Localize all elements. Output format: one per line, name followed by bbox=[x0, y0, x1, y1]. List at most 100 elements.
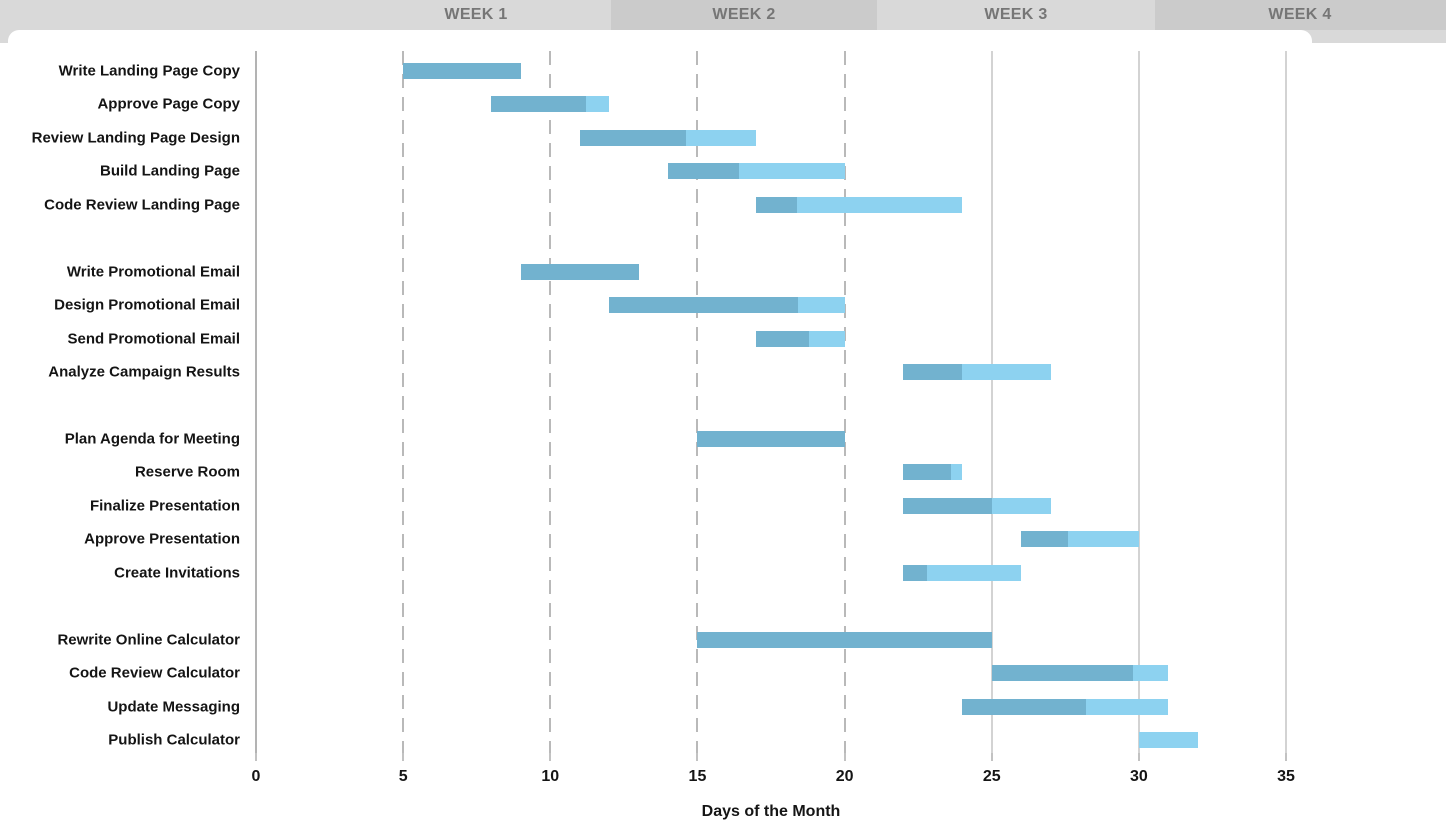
axis-tick-label-20: 20 bbox=[835, 768, 854, 785]
task-bar bbox=[609, 297, 845, 314]
bar-complete-segment bbox=[403, 63, 521, 79]
bar-remaining-segment bbox=[585, 96, 610, 113]
task-label: Approve Presentation bbox=[84, 530, 240, 548]
task-label: Code Review Calculator bbox=[69, 664, 240, 682]
axis-tick-label-0: 0 bbox=[251, 768, 261, 785]
gridline-day-30 bbox=[1137, 51, 1140, 753]
gridline-day-20 bbox=[843, 51, 846, 753]
bar-remaining-segment bbox=[797, 297, 845, 314]
task-label: Write Landing Page Copy bbox=[58, 62, 240, 80]
task-bar bbox=[903, 564, 1022, 581]
axis-tick-label-5: 5 bbox=[398, 768, 408, 785]
axis-tick-label-30: 30 bbox=[1129, 768, 1148, 785]
week-band-2 bbox=[611, 0, 877, 30]
bar-remaining-segment bbox=[950, 464, 963, 481]
bar-remaining-segment bbox=[738, 163, 845, 180]
task-bar bbox=[1138, 732, 1198, 748]
task-bar bbox=[756, 196, 963, 213]
bar-complete-segment bbox=[668, 163, 739, 180]
bar-complete-segment bbox=[756, 330, 810, 347]
task-label: Finalize Presentation bbox=[89, 497, 240, 515]
bar-remaining-segment bbox=[991, 497, 1051, 514]
task-bar bbox=[991, 665, 1169, 682]
bar-remaining-segment bbox=[1068, 531, 1139, 548]
task-label: Send Promotional Email bbox=[67, 330, 240, 348]
axis-tick-day-35 bbox=[1285, 753, 1288, 761]
bar-remaining-segment bbox=[926, 564, 1022, 581]
task-label: Approve Page Copy bbox=[97, 95, 240, 113]
week-band-1 bbox=[0, 0, 611, 30]
bar-remaining-segment bbox=[962, 364, 1051, 381]
axis-tick-label-10: 10 bbox=[541, 768, 560, 785]
axis-tick-day-5 bbox=[402, 753, 405, 761]
bar-complete-segment bbox=[491, 96, 586, 113]
bar-complete-segment bbox=[697, 631, 992, 648]
task-label: Write Promotional Email bbox=[66, 263, 240, 281]
week-1-label: WEEK 1 bbox=[444, 6, 508, 23]
task-bar bbox=[579, 129, 757, 146]
task-label: Design Promotional Email bbox=[54, 296, 240, 314]
task-bar bbox=[697, 631, 992, 648]
bar-remaining-segment bbox=[1085, 698, 1169, 715]
gridline-day-5 bbox=[402, 51, 405, 753]
task-bar bbox=[903, 364, 1051, 381]
bar-remaining-segment bbox=[809, 330, 845, 347]
task-bar bbox=[491, 96, 610, 113]
bar-complete-segment bbox=[520, 263, 639, 280]
axis-tick-day-15 bbox=[696, 753, 699, 761]
axis-tick-day-30 bbox=[1137, 753, 1140, 761]
task-bar bbox=[668, 163, 845, 180]
task-bar bbox=[520, 263, 639, 280]
axis-tick-label-25: 25 bbox=[982, 768, 1001, 785]
task-bar bbox=[903, 464, 963, 481]
bar-complete-segment bbox=[579, 129, 686, 146]
task-label: Analyze Campaign Results bbox=[48, 363, 240, 381]
bar-remaining-segment bbox=[797, 196, 963, 213]
bar-remaining-segment bbox=[1138, 732, 1198, 748]
task-bar bbox=[403, 63, 521, 79]
bar-complete-segment bbox=[903, 364, 963, 381]
week-band-3 bbox=[877, 0, 1155, 30]
bar-complete-segment bbox=[756, 196, 798, 213]
bar-complete-segment bbox=[903, 464, 951, 481]
task-label: Build Landing Page bbox=[99, 162, 240, 180]
bar-complete-segment bbox=[991, 665, 1133, 682]
week-band-4 bbox=[1155, 0, 1446, 30]
week-2-label: WEEK 2 bbox=[712, 6, 776, 23]
bar-complete-segment bbox=[609, 297, 798, 314]
axis-tick-day-20 bbox=[843, 753, 846, 761]
gridline-day-0 bbox=[255, 51, 257, 753]
axis-tick-day-10 bbox=[549, 753, 552, 761]
axis-tick-day-0 bbox=[255, 753, 257, 761]
task-bar bbox=[756, 330, 845, 347]
gridline-day-35 bbox=[1285, 51, 1288, 753]
bar-complete-segment bbox=[1021, 531, 1069, 548]
gridline-day-15 bbox=[696, 51, 699, 753]
gridline-day-25 bbox=[990, 51, 993, 753]
bar-complete-segment bbox=[962, 698, 1086, 715]
x-axis-title: Days of the Month bbox=[701, 803, 841, 820]
task-label: Plan Agenda for Meeting bbox=[64, 430, 240, 448]
axis-tick-day-25 bbox=[990, 753, 993, 761]
task-bar bbox=[1021, 531, 1139, 548]
week-4-label: WEEK 4 bbox=[1268, 6, 1332, 23]
task-label: Review Landing Page Design bbox=[31, 129, 240, 147]
task-label: Create Invitations bbox=[114, 564, 240, 582]
task-bar bbox=[903, 497, 1051, 514]
gridline-day-10 bbox=[549, 51, 552, 753]
task-label: Rewrite Online Calculator bbox=[57, 631, 240, 649]
axis-tick-label-35: 35 bbox=[1277, 768, 1295, 785]
sheet-rounded-corner bbox=[8, 30, 1312, 46]
bar-complete-segment bbox=[697, 430, 845, 447]
task-label: Reserve Room bbox=[134, 463, 240, 481]
task-label: Update Messaging bbox=[107, 698, 240, 716]
bar-remaining-segment bbox=[1133, 665, 1169, 682]
task-bar bbox=[962, 698, 1169, 715]
bar-complete-segment bbox=[903, 564, 927, 581]
task-label: Publish Calculator bbox=[108, 731, 240, 749]
task-label: Code Review Landing Page bbox=[44, 196, 240, 214]
bar-remaining-segment bbox=[685, 129, 757, 146]
bar-complete-segment bbox=[903, 497, 992, 514]
task-bar bbox=[697, 430, 845, 447]
